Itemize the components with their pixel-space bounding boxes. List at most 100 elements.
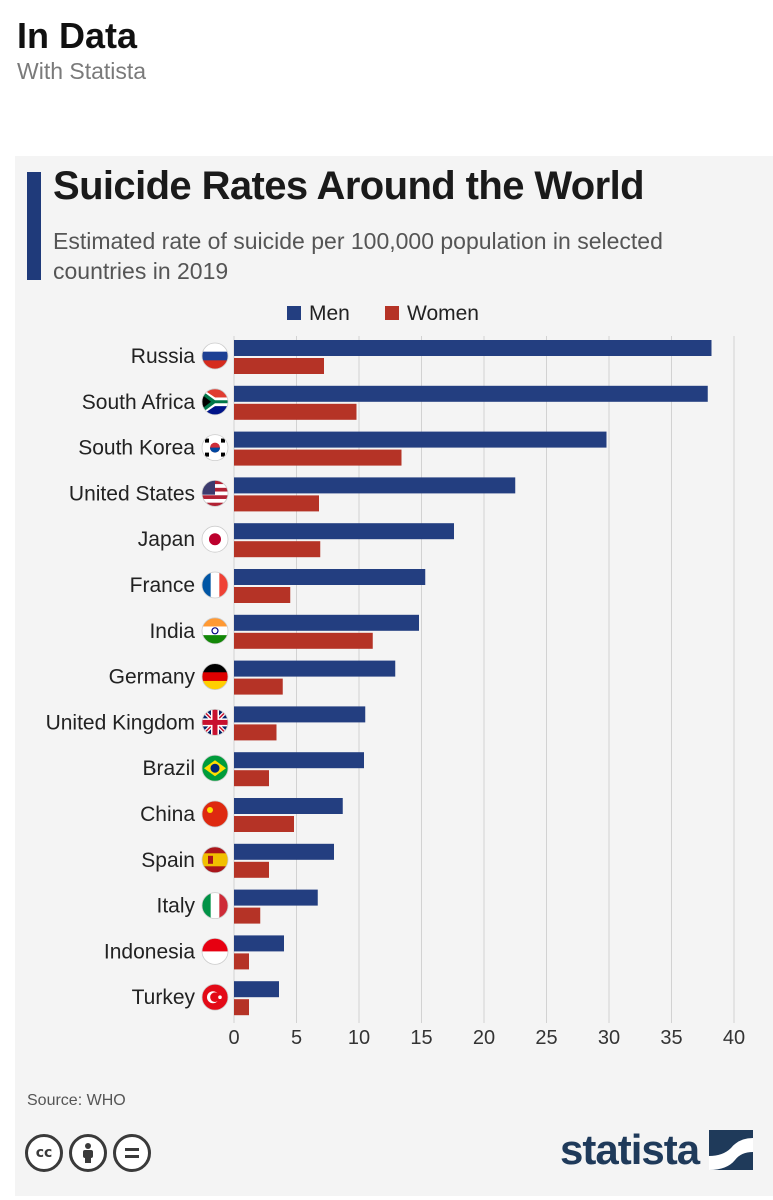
bar-women[interactable]: [234, 724, 277, 741]
bar-row: France: [130, 569, 426, 603]
category-label: Italy: [156, 895, 195, 918]
brazil-flag-icon: [201, 754, 229, 782]
category-label: Germany: [109, 666, 196, 689]
page-title: In Data: [17, 15, 138, 56]
category-label: China: [140, 803, 195, 826]
bar-women[interactable]: [234, 495, 319, 512]
bar-men[interactable]: [234, 752, 364, 769]
bar-women[interactable]: [234, 358, 324, 374]
bar-men[interactable]: [234, 477, 516, 494]
x-tick-label: 25: [535, 1027, 557, 1049]
category-label: Indonesia: [104, 940, 195, 963]
bar-men[interactable]: [234, 523, 454, 540]
x-tick-label: 0: [228, 1027, 239, 1049]
bar-women[interactable]: [234, 770, 269, 787]
x-tick-label: 5: [291, 1027, 302, 1049]
south-korea-flag-icon: [201, 434, 229, 462]
bar-men[interactable]: [234, 706, 366, 723]
category-label: Russia: [131, 345, 196, 368]
category-label: South Korea: [78, 437, 195, 460]
bar-row: United States: [69, 477, 516, 512]
category-label: Turkey: [132, 986, 196, 1009]
bar-women[interactable]: [234, 816, 294, 832]
statista-mark-icon: [709, 1130, 754, 1170]
bar-men[interactable]: [234, 614, 419, 631]
category-label: France: [130, 574, 195, 597]
page-subtitle: With Statista: [17, 58, 147, 84]
statista-logo[interactable]: statista: [560, 1126, 754, 1174]
category-label: Japan: [138, 528, 195, 551]
spain-flag-icon: [201, 846, 229, 874]
bar-row: United Kingdom: [46, 706, 366, 741]
bar-men[interactable]: [234, 660, 396, 677]
legend-swatch-men: [287, 306, 301, 320]
germany-flag-icon: [201, 663, 229, 690]
bar-row: Indonesia: [104, 935, 284, 970]
china-flag-icon: [201, 800, 229, 828]
category-label: United States: [69, 482, 195, 505]
chart-card[interactable]: Suicide Rates Around the World Estimated…: [15, 156, 773, 1196]
italy-flag-icon: [201, 892, 229, 919]
bar-row: Japan: [138, 523, 454, 558]
category-label: India: [149, 620, 195, 643]
bar-row: Germany: [109, 660, 396, 695]
bar-chart: Men Women 0 5 10 15 20 25 30 35 40 Russia South Afri…: [46, 302, 746, 1049]
no-derivatives-icon[interactable]: [113, 1134, 151, 1172]
bar-row: South Africa: [82, 385, 708, 420]
bar-women[interactable]: [234, 449, 402, 466]
united-states-flag-icon: [201, 479, 229, 507]
bar-women[interactable]: [234, 907, 261, 924]
indonesia-flag-icon: [201, 938, 229, 965]
bar-row: India: [149, 614, 419, 649]
creative-commons-icon[interactable]: cc: [25, 1134, 63, 1172]
india-flag-icon: [201, 617, 229, 645]
bar-women[interactable]: [234, 861, 269, 878]
source-note: Source: WHO: [27, 1092, 126, 1109]
turkey-flag-icon: [201, 983, 229, 1011]
page-header: In Data With Statista: [17, 15, 147, 85]
x-tick-label: 15: [410, 1027, 432, 1049]
x-tick-label: 10: [348, 1027, 370, 1049]
bar-men[interactable]: [234, 889, 318, 906]
x-tick-label: 30: [598, 1027, 620, 1049]
bar-men[interactable]: [234, 385, 708, 402]
x-tick-label: 35: [660, 1027, 682, 1049]
bar-men[interactable]: [234, 431, 607, 448]
attribution-icon[interactable]: [69, 1134, 107, 1172]
bar-men[interactable]: [234, 843, 334, 860]
category-label: United Kingdom: [46, 711, 195, 734]
bar-row: Spain: [141, 843, 334, 878]
bar-row: Brazil: [142, 752, 364, 787]
chart-subtitle: Estimated rate of suicide per 100,000 po…: [53, 228, 663, 284]
bar-row: Turkey: [132, 981, 279, 1016]
bar-row: South Korea: [78, 431, 607, 466]
legend-swatch-women: [385, 306, 399, 320]
x-tick-label: 20: [473, 1027, 495, 1049]
russia-flag-icon: [201, 342, 229, 370]
france-flag-icon: [201, 571, 229, 599]
bar-men[interactable]: [234, 981, 279, 998]
license-icons: cc: [25, 1134, 151, 1172]
legend-label-women: Women: [407, 302, 479, 325]
united-kingdom-flag-icon: [201, 709, 229, 736]
south-africa-flag-icon: [201, 388, 229, 416]
bar-row: China: [140, 798, 343, 832]
bar-women[interactable]: [234, 999, 249, 1016]
bar-women[interactable]: [234, 678, 283, 695]
bar-women[interactable]: [234, 587, 291, 603]
category-label: Brazil: [142, 757, 195, 780]
bar-men[interactable]: [234, 569, 426, 585]
bar-men[interactable]: [234, 798, 343, 814]
accent-bar: [27, 172, 41, 280]
bar-women[interactable]: [234, 403, 357, 420]
bar-row: Russia: [131, 340, 712, 374]
x-tick-label: 40: [723, 1027, 745, 1049]
bar-men[interactable]: [234, 935, 284, 952]
bar-women[interactable]: [234, 953, 249, 970]
chart-title: Suicide Rates Around the World: [53, 164, 645, 208]
legend: Men Women: [287, 302, 479, 325]
bar-men[interactable]: [234, 340, 712, 356]
bar-row: Italy: [156, 889, 318, 924]
bar-women[interactable]: [234, 541, 321, 558]
bar-women[interactable]: [234, 632, 373, 649]
